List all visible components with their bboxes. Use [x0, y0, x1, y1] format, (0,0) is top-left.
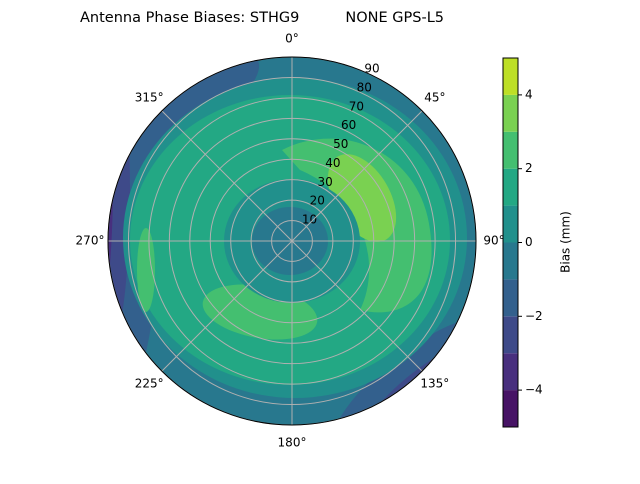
- r-tick-label: 50: [333, 137, 348, 151]
- colorbar-band: [503, 168, 518, 206]
- colorbar-band: [503, 316, 518, 354]
- grid-spoke: [291, 240, 423, 372]
- theta-tick-label: 225°: [135, 376, 164, 390]
- theta-tick-label: 180°: [278, 436, 307, 450]
- contour-band: [140, 57, 260, 146]
- polar-frame: [107, 56, 477, 426]
- r-tick-label: 60: [341, 118, 356, 132]
- theta-tick-label: 45°: [424, 91, 445, 105]
- colorbar-band: [503, 353, 518, 391]
- colorbar-label: Bias (mm): [559, 211, 573, 273]
- colorbar-band: [503, 58, 518, 95]
- colorbar-band: [503, 205, 518, 243]
- colorbar-tick-label: 2: [525, 161, 533, 175]
- contour-band: [137, 228, 155, 312]
- colorbar-tick-label: −2: [525, 309, 543, 323]
- theta-tick-label: 315°: [135, 91, 164, 105]
- r-tick-label: 80: [357, 80, 372, 94]
- theta-tick-label: 270°: [76, 234, 105, 248]
- r-tick-label: 90: [364, 62, 379, 76]
- r-tick-label: 20: [310, 194, 325, 208]
- overlay: 10 20 30 40 50 60 70 80 90 0° 45° 90° 135° 180° 225° 27…: [76, 32, 505, 450]
- contour-band: [108, 57, 130, 360]
- r-tick-label: 70: [349, 99, 364, 113]
- contour-area: [108, 57, 476, 425]
- contour-band: [108, 57, 113, 320]
- grid-spoke: [291, 110, 423, 242]
- r-tick-label: 10: [302, 213, 317, 227]
- grid-spoke: [161, 240, 293, 372]
- colorbar-band: [503, 94, 518, 132]
- colorbar-band: [503, 390, 518, 427]
- r-tick-label: 40: [325, 156, 340, 170]
- colorbar-tick-label: −4: [525, 383, 543, 397]
- colorbar-band: [503, 131, 518, 169]
- colorbar-tick-label: 0: [525, 235, 533, 249]
- grid-spoke: [161, 110, 293, 242]
- contour-band: [282, 138, 432, 313]
- theta-tick-label: 0°: [285, 32, 299, 46]
- theta-tick-label: 135°: [420, 376, 449, 390]
- r-tick-label: 30: [317, 175, 332, 189]
- chart-title: Antenna Phase Biases: STHG9 NONE GPS-L5: [80, 10, 444, 26]
- colorbar-band: [503, 242, 518, 280]
- colorbar-band: [503, 279, 518, 317]
- colorbar-tick-label: 4: [525, 87, 533, 101]
- theta-tick-label: 90°: [483, 234, 504, 248]
